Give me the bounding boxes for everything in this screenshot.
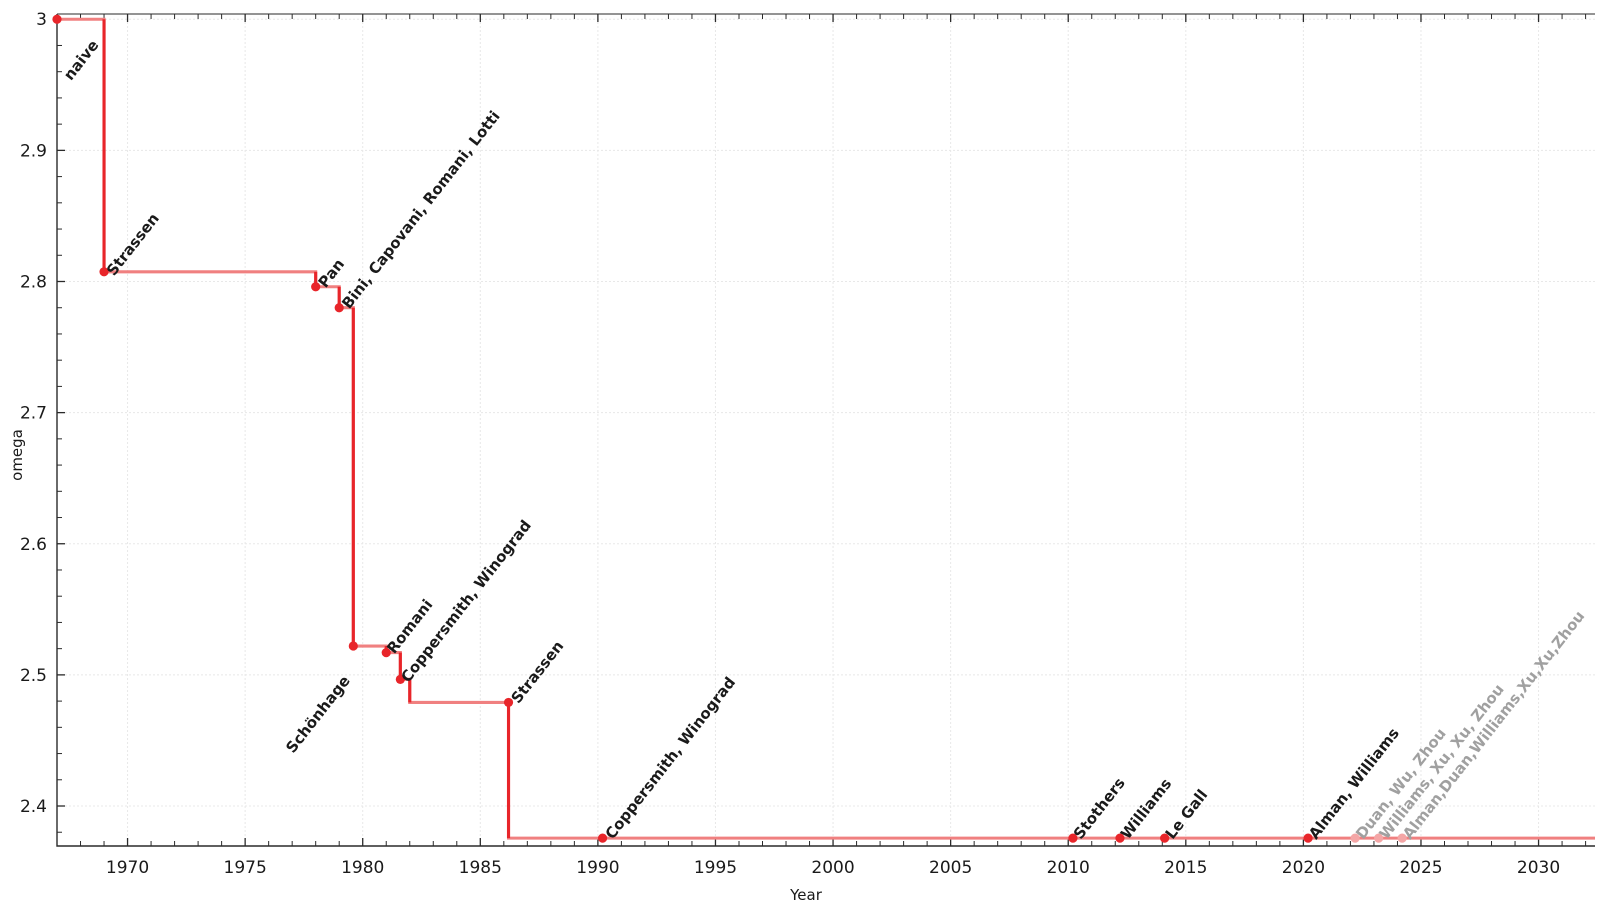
y-tick-label: 3 [36,10,47,30]
x-tick-label: 2010 [1047,858,1090,878]
data-point-marker [52,14,62,24]
x-tick-label: 2020 [1282,858,1325,878]
x-tick-label: 2015 [1164,858,1207,878]
data-point-marker [1115,833,1125,843]
data-point-marker [1397,833,1407,843]
data-point-marker [334,303,344,313]
axis-spines [56,14,1595,847]
y-tick-label: 2.6 [20,535,47,555]
tick-labels-group: 1970 1975 1980 1985 1990 1995 2000 2005 2010 2015… [20,10,1560,878]
gridlines-group [57,14,1595,846]
x-tick-label: 2030 [1517,858,1560,878]
data-point-marker [311,282,321,292]
x-tick-label: 2025 [1399,858,1442,878]
x-tick-label: 1980 [341,858,384,878]
data-point-marker [1374,833,1384,843]
y-axis-title: omega [8,429,26,481]
x-tick-label: 1985 [459,858,502,878]
data-point-marker [348,641,358,651]
y-tick-label: 2.8 [20,272,47,292]
x-tick-label: 1990 [576,858,619,878]
y-tick-label: 2.9 [20,141,47,161]
data-point-marker [1350,833,1360,843]
y-tick-label: 2.4 [20,797,47,817]
ticks-group [56,14,1587,846]
x-tick-label: 1995 [694,858,737,878]
data-point-marker [1068,833,1078,843]
x-axis-title: Year [789,886,823,904]
x-tick-label: 1975 [224,858,267,878]
data-point-marker [1160,833,1170,843]
data-markers-group [52,14,1407,843]
axis-spines-group [56,13,1595,847]
data-point-marker [395,674,405,684]
data-point-marker [503,697,514,708]
data-point-marker [1303,833,1313,843]
data-point-marker [99,267,109,277]
y-tick-label: 2.7 [20,404,47,424]
y-tick-label: 2.5 [20,666,47,686]
data-point-marker [381,647,391,658]
x-tick-label: 2005 [929,858,972,878]
data-point-marker [597,833,608,843]
x-tick-label: 1970 [106,858,149,878]
x-tick-label: 2000 [811,858,854,878]
